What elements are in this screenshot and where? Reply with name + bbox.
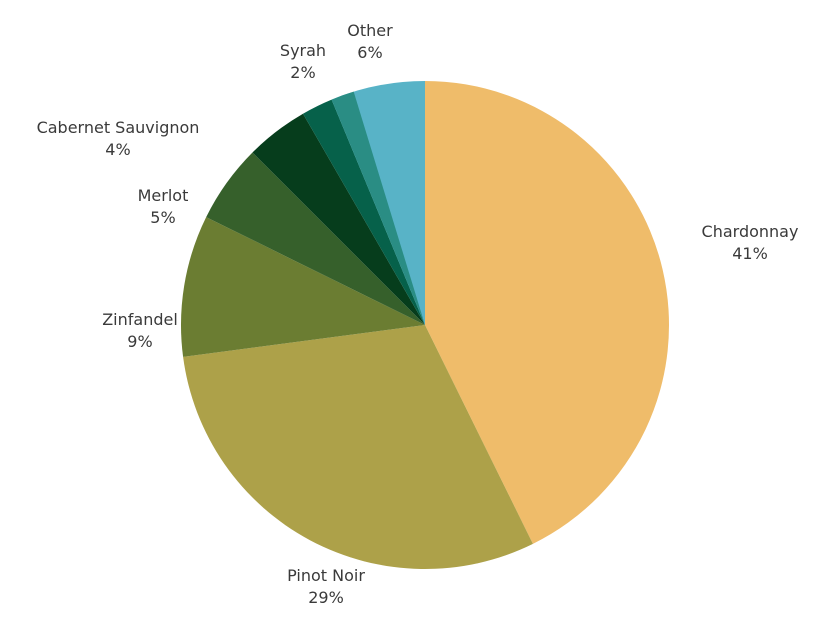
slice-label-zinfandel: Zinfandel — [102, 310, 178, 329]
pie-slice-teal-sliver — [331, 91, 425, 325]
pie-slice-pinot-noir — [183, 325, 533, 570]
slice-label-pinot-noir: Pinot Noir — [287, 566, 365, 585]
pie-slice-zinfandel — [181, 217, 425, 357]
pie-slice-merlot — [206, 152, 425, 325]
slice-value-label-syrah: 2% — [290, 63, 315, 82]
slice-value-label-cabernet-sauvignon: 4% — [105, 140, 130, 159]
pie-slice-syrah — [303, 99, 425, 325]
pie-slice-cabernet-sauvignon — [252, 113, 425, 325]
slice-label-chardonnay: Chardonnay — [702, 222, 799, 241]
slice-value-label-chardonnay: 41% — [732, 244, 768, 263]
slice-value-label-other: 6% — [357, 43, 382, 62]
pie-slices — [181, 80, 670, 570]
slice-label-merlot: Merlot — [138, 186, 189, 205]
slice-label-other: Other — [347, 21, 393, 40]
slice-label-syrah: Syrah — [280, 41, 326, 60]
slice-label-cabernet-sauvignon: Cabernet Sauvignon — [37, 118, 200, 137]
pie-labels: Chardonnay 41% Pinot Noir 29% Zinfandel 9% Mer… — [37, 21, 799, 607]
slice-value-label-merlot: 5% — [150, 208, 175, 227]
slice-value-label-pinot-noir: 29% — [308, 588, 344, 607]
slice-value-label-zinfandel: 9% — [127, 332, 152, 351]
pie-slice-chardonnay — [425, 80, 670, 544]
